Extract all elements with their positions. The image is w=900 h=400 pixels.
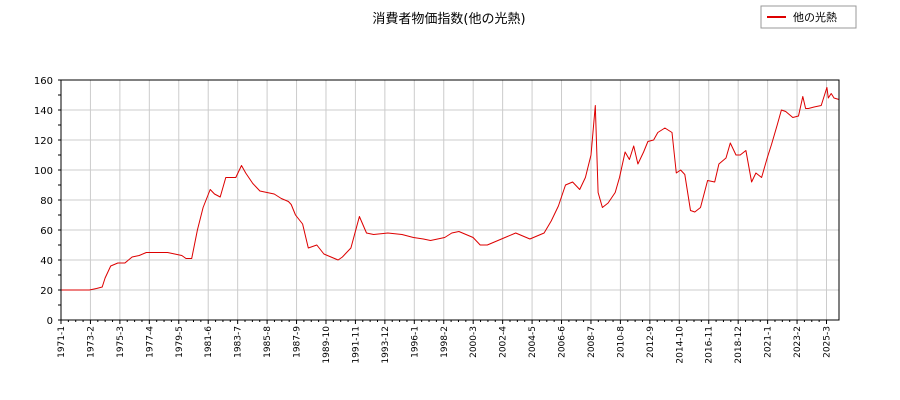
x-tick-label: 2025-3	[823, 326, 833, 358]
x-tick-label: 2010-8	[616, 326, 626, 358]
series-line-0	[61, 87, 840, 291]
y-tick-label: 0	[47, 316, 53, 327]
y-tick-label: 20	[40, 286, 53, 297]
y-tick-label: 100	[34, 166, 53, 177]
x-tick-label: 1977-4	[145, 326, 155, 358]
x-tick-label: 1991-11	[351, 326, 361, 364]
x-tick-label: 2000-3	[469, 326, 479, 358]
x-tick-label: 2006-6	[558, 326, 568, 358]
x-tick-label: 1981-6	[204, 326, 214, 358]
x-tick-label: 1996-1	[410, 326, 420, 358]
x-tick-label: 2018-12	[734, 326, 744, 364]
x-tick-label: 1987-9	[293, 326, 303, 358]
legend-box	[760, 5, 857, 29]
x-tick-label: 2004-5	[528, 326, 538, 358]
x-tick-label: 2008-7	[587, 326, 597, 358]
x-tick-label: 2002-4	[499, 326, 509, 358]
y-tick-label: 60	[40, 226, 53, 237]
y-axis: 0 20 40 60 80 100 120 140 160	[34, 76, 61, 327]
chart-title: 消費者物価指数(他の光熱)	[372, 12, 525, 27]
x-tick-label: 1989-10	[322, 326, 332, 364]
x-tick-label: 1973-2	[86, 326, 96, 358]
y-tick-label: 40	[40, 256, 53, 267]
x-tick-label: 2023-2	[793, 326, 803, 358]
x-tick-label: 2016-11	[705, 326, 715, 364]
y-tick-label: 160	[34, 76, 53, 87]
y-tick-label: 140	[34, 106, 53, 117]
legend: 他の光熱	[760, 5, 857, 29]
y-tick-label: 80	[40, 196, 53, 207]
x-tick-label: 1979-5	[175, 326, 185, 358]
x-tick-label: 1993-12	[381, 326, 391, 364]
x-tick-label: 2012-9	[646, 326, 656, 358]
x-tick-label: 1985-8	[263, 326, 273, 358]
series-layer	[61, 87, 840, 291]
x-tick-label: 1998-2	[440, 326, 450, 358]
x-tick-label: 2014-10	[675, 326, 685, 364]
x-tick-label: 2021-1	[764, 326, 774, 358]
y-tick-label: 120	[34, 136, 53, 147]
x-axis: 1971-1 1973-2 1975-3 1977-4 1979-5 1981-6 1983…	[57, 320, 833, 364]
x-tick-label: 1975-3	[116, 326, 126, 358]
legend-label: 他の光熱	[793, 10, 837, 24]
x-tick-label: 1971-1	[57, 326, 67, 358]
x-tick-label: 1983-7	[234, 326, 244, 358]
plot-frame	[60, 79, 840, 321]
grid	[60, 79, 839, 321]
